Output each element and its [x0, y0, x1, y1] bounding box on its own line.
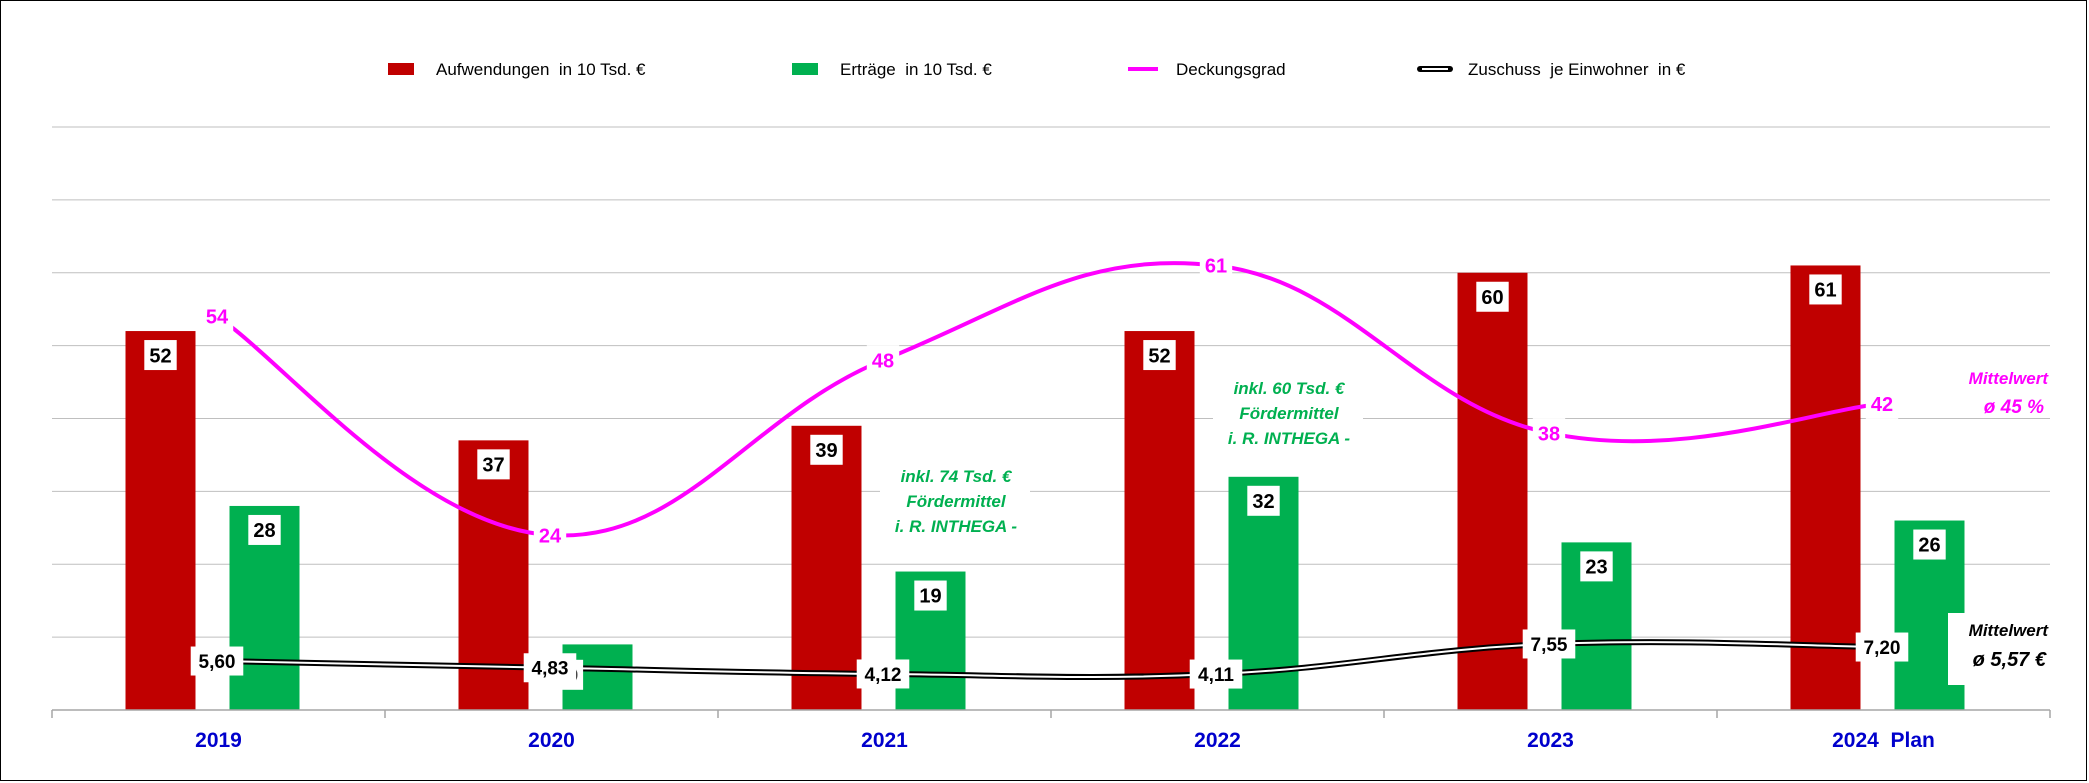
line-deckungsgrad [215, 261, 1883, 538]
label-aufwendungen: 52 [1148, 345, 1170, 367]
note-2021-line-1: inkl. 74 Tsd. € [901, 467, 1013, 486]
label-zuschuss-bg [1189, 659, 1243, 689]
legend-label: Aufwendungen in 10 Tsd. € [436, 60, 646, 79]
legend-label: Deckungsgrad [1176, 60, 1286, 79]
label-aufwendungen: 37 [482, 455, 504, 477]
mean-zuschuss-title: Mittelwert [1969, 621, 2050, 640]
label-aufwendungen-bg [1809, 274, 1842, 305]
note-2022-line-3: i. R. INTHEGA - [1228, 429, 1350, 448]
x-tick-label: 2019 [195, 729, 242, 752]
label-aufwendungen-bg [810, 434, 843, 465]
label-deckungsgrad-bg [866, 345, 900, 376]
bar-aufwendungen [1124, 331, 1195, 710]
label-zuschuss: 7,20 [1864, 638, 1901, 659]
mean-zuschuss-bg [1948, 613, 2052, 685]
label-aufwendungen-bg [1476, 281, 1509, 312]
x-tick-label: 2022 [1194, 729, 1241, 752]
note-2022: inkl. 60 Tsd. € Fördermittel i. R. INTHE… [1213, 372, 1363, 454]
note-2021: inkl. 74 Tsd. € Fördermittel i. R. INTHE… [880, 460, 1030, 542]
label-aufwendungen: 60 [1481, 287, 1503, 309]
note-2022-line-2: Fördermittel [1239, 404, 1339, 423]
gridlines [52, 126, 2050, 638]
label-aufwendungen: 39 [815, 440, 837, 462]
label-deckungsgrad: 42 [1871, 394, 1893, 416]
label-ertraege: 23 [1585, 557, 1607, 579]
legend-label: Erträge in 10 Tsd. € [840, 60, 992, 79]
label-zuschuss: 5,60 [199, 652, 236, 673]
label-ertraege-bg [1247, 485, 1280, 516]
lines [215, 261, 1883, 680]
label-aufwendungen: 61 [1814, 280, 1836, 302]
legend-label: Zuschuss je Einwohner in € [1468, 60, 1686, 79]
label-aufwendungen: 52 [149, 345, 171, 367]
label-zuschuss-bg [190, 646, 244, 676]
label-ertraege: 19 [919, 586, 941, 608]
label-aufwendungen-bg [144, 340, 177, 371]
legend: Aufwendungen in 10 Tsd. € Erträge in 10 T… [388, 60, 1686, 79]
label-ertraege-bg [248, 514, 281, 545]
bars [125, 265, 1965, 710]
x-axis: 2019 2020 2021 2022 2023 2024 Plan [51, 709, 2051, 752]
label-deckungsgrad-bg [1532, 418, 1566, 449]
note-2022-line-1: inkl. 60 Tsd. € [1234, 379, 1346, 398]
label-ertraege-bg [1580, 551, 1613, 582]
mean-deckungsgrad-note: Mittelwert ø 45 % [1969, 369, 2050, 418]
label-deckungsgrad-bg [200, 301, 234, 332]
x-tick-label: 2021 [861, 729, 908, 752]
label-ertraege-bg [914, 580, 947, 611]
label-deckungsgrad-bg [533, 520, 567, 551]
bar-aufwendungen [791, 425, 862, 710]
data-labels: 522837939195232602361265424486138425,604… [144, 250, 1946, 690]
line-zuschuss-inner [216, 641, 1883, 678]
label-ertraege-bg [1913, 529, 1946, 560]
mean-deckungsgrad-value: ø 45 % [1984, 397, 2044, 418]
label-ertraege: 32 [1252, 491, 1274, 513]
bar-aufwendungen [125, 331, 196, 710]
bar-aufwendungen [1457, 272, 1528, 710]
label-aufwendungen-bg [1143, 340, 1176, 371]
label-zuschuss-bg [1855, 632, 1909, 662]
label-zuschuss-bg [523, 653, 577, 683]
label-ertraege: 28 [253, 520, 275, 542]
note-2021-bg [880, 460, 1030, 542]
label-deckungsgrad: 61 [1205, 256, 1227, 278]
label-deckungsgrad: 54 [206, 307, 229, 329]
x-tick-label: 2024 Plan [1832, 729, 1935, 752]
x-tick-label: 2020 [528, 729, 575, 752]
label-deckungsgrad-bg [1865, 388, 1899, 419]
bar-aufwendungen [1790, 265, 1861, 710]
legend-swatch [388, 63, 414, 75]
mean-zuschuss-note: Mittelwert ø 5,57 € [1948, 613, 2052, 685]
label-aufwendungen-bg [477, 449, 510, 480]
x-tick-label: 2023 [1527, 729, 1574, 752]
label-deckungsgrad: 38 [1538, 423, 1560, 445]
mean-zuschuss-value: ø 5,57 € [1973, 649, 2047, 671]
label-deckungsgrad-bg [1199, 250, 1233, 281]
label-ertraege: 26 [1918, 535, 1940, 557]
label-zuschuss: 4,12 [865, 665, 902, 686]
note-2021-line-3: i. R. INTHEGA - [895, 517, 1017, 536]
label-zuschuss: 4,11 [1198, 665, 1234, 686]
label-zuschuss: 4,83 [532, 659, 569, 680]
label-zuschuss-bg [1522, 629, 1576, 659]
label-deckungsgrad: 48 [872, 350, 894, 372]
legend-swatch [792, 63, 818, 75]
label-zuschuss: 7,55 [1531, 635, 1568, 656]
label-zuschuss-bg [856, 659, 910, 689]
note-2021-line-2: Fördermittel [906, 492, 1006, 511]
label-deckungsgrad: 24 [539, 525, 562, 547]
mean-deckungsgrad-title: Mittelwert [1969, 369, 2050, 388]
note-2022-bg [1213, 372, 1363, 454]
